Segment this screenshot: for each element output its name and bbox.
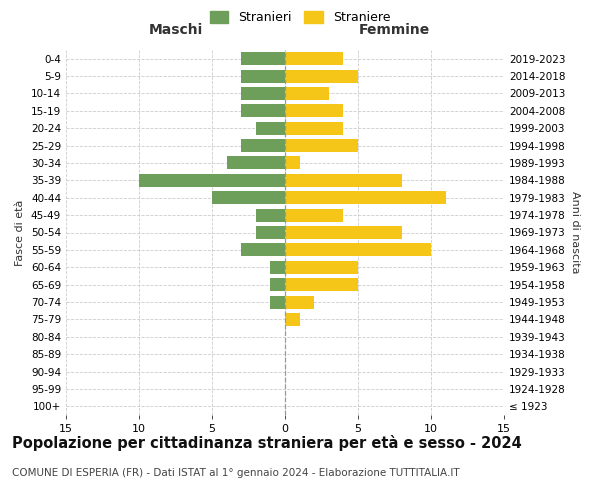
Bar [285, 244, 431, 256]
Y-axis label: Fasce di età: Fasce di età [16, 200, 25, 266]
Text: Femmine: Femmine [359, 24, 430, 38]
Bar [256, 226, 285, 239]
Bar [271, 278, 285, 291]
Bar [241, 104, 285, 118]
Bar [285, 87, 329, 100]
Bar [271, 296, 285, 308]
Bar [285, 104, 343, 118]
Bar [271, 260, 285, 274]
Bar [285, 191, 446, 204]
Bar [285, 70, 358, 82]
Bar [285, 208, 343, 222]
Bar [285, 122, 343, 134]
Bar [256, 122, 285, 134]
Bar [256, 208, 285, 222]
Bar [241, 87, 285, 100]
Bar [241, 52, 285, 65]
Text: COMUNE DI ESPERIA (FR) - Dati ISTAT al 1° gennaio 2024 - Elaborazione TUTTITALIA: COMUNE DI ESPERIA (FR) - Dati ISTAT al 1… [12, 468, 460, 477]
Bar [285, 278, 358, 291]
Bar [227, 156, 285, 170]
Bar [241, 139, 285, 152]
Bar [285, 260, 358, 274]
Bar [241, 244, 285, 256]
Text: Maschi: Maschi [148, 24, 203, 38]
Bar [285, 313, 299, 326]
Bar [285, 52, 343, 65]
Text: Popolazione per cittadinanza straniera per età e sesso - 2024: Popolazione per cittadinanza straniera p… [12, 435, 522, 451]
Bar [285, 174, 402, 187]
Bar [285, 226, 402, 239]
Legend: Stranieri, Straniere: Stranieri, Straniere [205, 6, 395, 29]
Bar [285, 156, 299, 170]
Bar [139, 174, 285, 187]
Y-axis label: Anni di nascita: Anni di nascita [569, 191, 580, 274]
Bar [285, 296, 314, 308]
Bar [241, 70, 285, 82]
Bar [285, 139, 358, 152]
Bar [212, 191, 285, 204]
